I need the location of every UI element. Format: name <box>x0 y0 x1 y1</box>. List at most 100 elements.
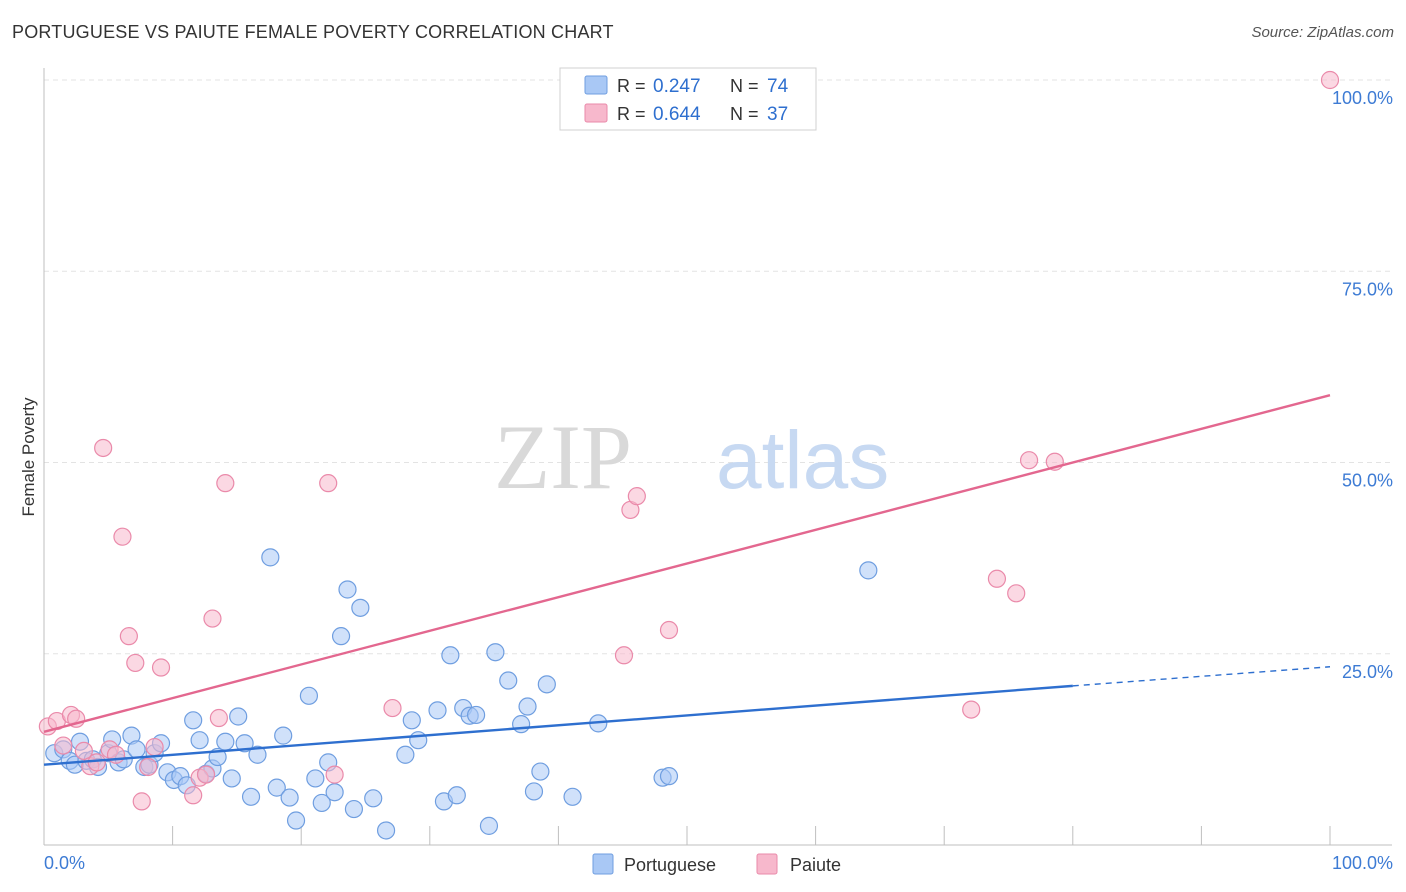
point-portuguese-64 <box>524 782 544 801</box>
point-paiute-8 <box>94 438 113 458</box>
point-paiute-14 <box>132 792 151 811</box>
point-portuguese-58 <box>466 705 486 725</box>
point-paiute-20 <box>196 765 216 784</box>
point-paiute-23 <box>216 474 235 493</box>
y-tick-label-2: 75.0% <box>1342 279 1393 299</box>
point-portuguese-31 <box>241 787 261 806</box>
point-portuguese-65 <box>531 762 550 781</box>
point-portuguese-13 <box>127 740 146 759</box>
point-paiute-13 <box>126 653 145 673</box>
point-paiute-12 <box>119 627 138 646</box>
x-tick-label-1: 100.0% <box>1332 853 1393 873</box>
point-paiute-22 <box>209 708 228 728</box>
point-portuguese-29 <box>229 707 248 726</box>
point-portuguese-45 <box>344 799 364 819</box>
point-portuguese-27 <box>216 732 235 751</box>
point-portuguese-61 <box>499 671 518 690</box>
point-paiute-2 <box>54 736 73 755</box>
point-portuguese-38 <box>299 686 319 705</box>
point-portuguese-43 <box>331 627 351 646</box>
point-portuguese-23 <box>190 731 209 750</box>
point-paiute-5 <box>74 741 93 761</box>
y-tick-label-0: 25.0% <box>1342 662 1393 682</box>
point-portuguese-63 <box>518 697 537 716</box>
watermark-zip: ZIP <box>494 406 632 508</box>
legend-bottom-swatch-portuguese <box>592 853 614 875</box>
point-paiute-33 <box>1007 584 1026 603</box>
point-portuguese-60 <box>486 643 505 662</box>
point-paiute-7 <box>87 753 106 772</box>
y-axis-label: Female Poverty <box>19 397 38 517</box>
point-paiute-30 <box>659 620 679 640</box>
legend-bottom: Portuguese Paiute <box>592 853 841 875</box>
point-portuguese-34 <box>267 778 286 797</box>
point-portuguese-30 <box>235 734 254 753</box>
point-paiute-32 <box>987 569 1007 588</box>
point-portuguese-39 <box>306 769 325 788</box>
legend-top-r-value-paiute: 0.644 <box>653 104 701 125</box>
point-paiute-34 <box>1019 451 1039 470</box>
trend-layer <box>43 394 1331 766</box>
grid-layer <box>44 79 1392 655</box>
point-portuguese-71 <box>859 561 878 580</box>
legend-bottom-label-paiute: Paiute <box>790 855 841 875</box>
points-layer <box>38 70 1340 840</box>
point-portuguese-48 <box>376 821 396 840</box>
point-portuguese-49 <box>396 745 415 764</box>
point-portuguese-52 <box>428 701 447 720</box>
legend-top-r-label-portuguese: R = <box>617 76 651 96</box>
point-portuguese-40 <box>312 793 331 813</box>
legend-bottom-swatch-paiute <box>756 853 778 875</box>
legend-top-n-value-paiute: 37 <box>767 104 788 125</box>
point-portuguese-59 <box>479 816 499 835</box>
legend-top: R = 0.247 N = 74 R = 0.644 N = 37 <box>559 67 817 131</box>
point-portuguese-70 <box>659 767 679 786</box>
point-portuguese-35 <box>274 726 293 745</box>
axis-layer: 25.0% 50.0% 75.0% 100.0% 0.0% 100.0% <box>43 68 1393 873</box>
point-paiute-29 <box>627 487 646 506</box>
x-tick-label-0: 0.0% <box>44 853 85 873</box>
legend-top-r-label-paiute: R = <box>617 104 651 124</box>
y-tick-label-1: 50.0% <box>1342 471 1393 491</box>
trendline-portuguese <box>43 684 1073 766</box>
legend-top-n-value-portuguese: 74 <box>767 76 789 97</box>
point-portuguese-32 <box>248 745 267 764</box>
point-portuguese-51 <box>409 731 428 750</box>
point-portuguese-55 <box>447 786 466 805</box>
trendline-paiute <box>43 394 1331 733</box>
legend-top-n-label-paiute: N = <box>730 104 764 124</box>
watermark-atlas: atlas <box>716 415 889 506</box>
watermark: ZIP atlas <box>494 406 889 508</box>
point-paiute-11 <box>113 527 132 546</box>
point-paiute-15 <box>139 757 158 777</box>
point-portuguese-37 <box>286 811 306 830</box>
trendline-extension-portuguese <box>1072 666 1331 687</box>
point-portuguese-42 <box>325 783 344 802</box>
point-portuguese-46 <box>351 598 370 617</box>
legend-bottom-label-portuguese: Portuguese <box>624 855 716 875</box>
point-paiute-21 <box>203 609 222 628</box>
point-paiute-24 <box>319 474 338 493</box>
point-portuguese-67 <box>563 787 582 806</box>
point-portuguese-62 <box>512 715 531 734</box>
legend-top-swatch-paiute <box>584 103 608 123</box>
chart-title: PORTUGUESE VS PAIUTE FEMALE POVERTY CORR… <box>12 22 614 42</box>
legend-top-r-value-portuguese: 0.247 <box>653 76 701 97</box>
point-paiute-25 <box>325 765 344 784</box>
point-portuguese-36 <box>280 788 299 807</box>
point-paiute-26 <box>383 698 402 718</box>
point-paiute-18 <box>184 786 203 805</box>
point-portuguese-33 <box>261 548 280 567</box>
point-paiute-36 <box>1320 70 1340 90</box>
chart-source: Source: ZipAtlas.com <box>1251 24 1394 41</box>
y-tick-label-3: 100.0% <box>1332 88 1393 108</box>
point-portuguese-28 <box>222 769 241 788</box>
point-portuguese-47 <box>364 789 383 808</box>
point-paiute-27 <box>614 646 634 665</box>
point-portuguese-22 <box>184 711 203 730</box>
legend-top-swatch-portuguese <box>584 75 608 95</box>
point-portuguese-44 <box>338 580 357 599</box>
point-portuguese-53 <box>441 646 460 665</box>
point-paiute-16 <box>145 737 164 757</box>
